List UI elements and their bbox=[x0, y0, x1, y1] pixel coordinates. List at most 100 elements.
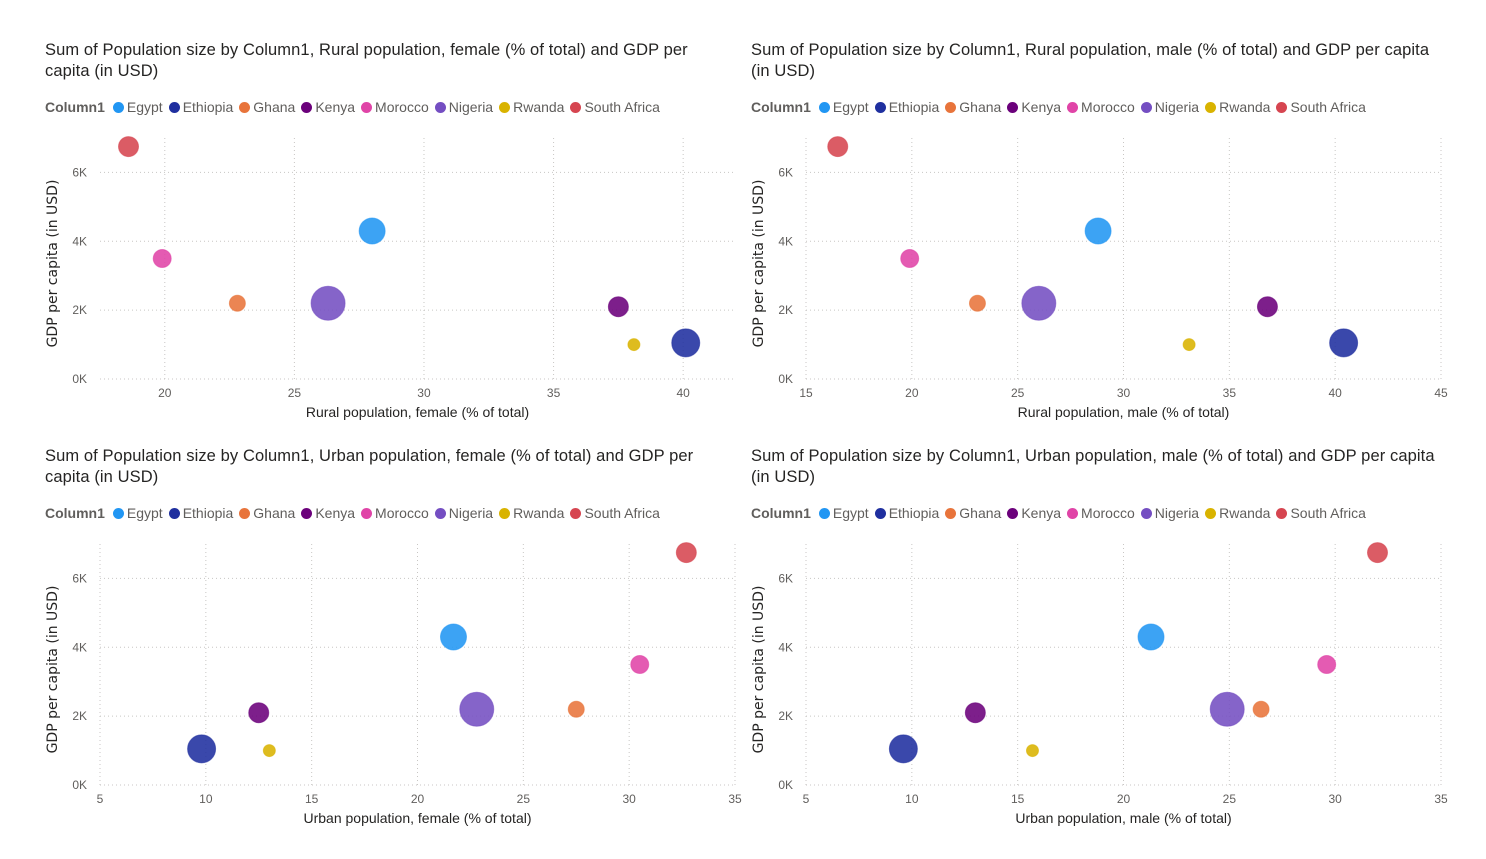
x-tick-label: 20 bbox=[158, 386, 172, 400]
bubble-morocco[interactable]: Morocco bbox=[630, 655, 650, 674]
legend-item[interactable]: South Africa bbox=[1276, 99, 1366, 115]
legend-item[interactable]: Ghana bbox=[945, 505, 1001, 521]
legend-label: Kenya bbox=[1021, 99, 1062, 115]
bubble-egypt[interactable]: Egypt bbox=[1084, 217, 1112, 245]
y-tick-label: 6K bbox=[778, 165, 793, 179]
legend-label: Kenya bbox=[315, 505, 356, 521]
bubble-egypt[interactable]: Egypt bbox=[439, 623, 467, 651]
legend-item[interactable]: Morocco bbox=[361, 99, 429, 115]
bubble-ethiopia[interactable]: Ethiopia bbox=[187, 734, 217, 764]
x-tick-label: 35 bbox=[728, 792, 742, 806]
legend-item[interactable]: Kenya bbox=[301, 99, 355, 115]
legend-marker-icon bbox=[818, 101, 830, 113]
legend-item[interactable]: Nigeria bbox=[1140, 99, 1199, 115]
legend-item[interactable]: Morocco bbox=[1067, 505, 1135, 521]
legend-label: Egypt bbox=[126, 99, 163, 115]
x-tick-label: 30 bbox=[1328, 792, 1342, 806]
legend-marker-icon bbox=[434, 507, 446, 519]
legend-label: Morocco bbox=[375, 505, 429, 521]
bubble-egypt[interactable]: Egypt bbox=[1137, 623, 1165, 651]
y-tick-label: 6K bbox=[778, 571, 793, 585]
legend-item[interactable]: Morocco bbox=[1067, 99, 1135, 115]
y-tick-label: 2K bbox=[778, 709, 793, 723]
legend-item[interactable]: Ethiopia bbox=[874, 505, 940, 521]
bubble-nigeria[interactable]: Nigeria bbox=[1021, 285, 1057, 321]
bubble-ethiopia[interactable]: Ethiopia bbox=[671, 328, 701, 358]
bubble-egypt[interactable]: Egypt bbox=[358, 217, 386, 245]
chart-title: Sum of Population size by Column1, Rural… bbox=[751, 41, 1430, 80]
bubble-south-africa[interactable]: South Africa bbox=[827, 136, 849, 158]
legend-item[interactable]: Kenya bbox=[1007, 99, 1061, 115]
bubble-south-africa[interactable]: South Africa bbox=[118, 136, 140, 158]
legend-label: Egypt bbox=[126, 505, 163, 521]
bubble-ethiopia[interactable]: Ethiopia bbox=[888, 734, 918, 764]
legend-item[interactable]: Rwanda bbox=[1205, 505, 1270, 521]
legend-item[interactable]: Ghana bbox=[239, 99, 295, 115]
legend-item[interactable]: Ethiopia bbox=[168, 505, 233, 521]
bubble-kenya[interactable]: Kenya bbox=[1256, 296, 1278, 318]
legend-item[interactable]: Nigeria bbox=[434, 99, 493, 115]
legend-item[interactable]: Ethiopia bbox=[168, 99, 233, 115]
legend-item[interactable]: Rwanda bbox=[499, 505, 564, 521]
legend-item[interactable]: Kenya bbox=[301, 505, 355, 521]
legend-label: Ghana bbox=[253, 505, 296, 521]
bubble-nigeria[interactable]: Nigeria bbox=[1209, 691, 1245, 727]
legend-item[interactable]: Egypt bbox=[818, 505, 869, 521]
legend-item[interactable]: Rwanda bbox=[1205, 99, 1270, 115]
legend-label: Ghana bbox=[959, 99, 1002, 115]
y-tick-label: 0K bbox=[72, 778, 87, 792]
legend-marker-icon bbox=[1276, 101, 1288, 113]
x-tick-label: 25 bbox=[1011, 386, 1025, 400]
chart-title: Sum of Population size by Column1, Urban… bbox=[45, 447, 694, 486]
legend-item[interactable]: Nigeria bbox=[434, 505, 494, 521]
legend-item[interactable]: Rwanda bbox=[499, 99, 564, 115]
bubble-ethiopia[interactable]: Ethiopia bbox=[1329, 328, 1359, 358]
bubble-morocco[interactable]: Morocco bbox=[1317, 655, 1337, 674]
y-tick-label: 2K bbox=[72, 709, 87, 723]
legend-label: Rwanda bbox=[1219, 505, 1271, 521]
x-axis-label: Rural population, male (% of total) bbox=[1018, 404, 1230, 420]
bubble-ghana[interactable]: Ghana bbox=[567, 700, 585, 718]
legend-item[interactable]: Ethiopia bbox=[874, 99, 939, 115]
bubble-rwanda[interactable]: Rwanda bbox=[262, 744, 276, 758]
bubble-kenya[interactable]: Kenya bbox=[248, 702, 270, 724]
bubble-rwanda[interactable]: Rwanda bbox=[1025, 744, 1039, 758]
bubble-ghana[interactable]: Ghana bbox=[228, 294, 246, 312]
legend-item[interactable]: South Africa bbox=[1276, 505, 1366, 521]
bubble-ghana[interactable]: Ghana bbox=[968, 294, 986, 312]
legend-item[interactable]: Egypt bbox=[818, 99, 869, 115]
legend-item[interactable]: Egypt bbox=[112, 99, 163, 115]
legend-item[interactable]: Nigeria bbox=[1140, 505, 1199, 521]
legend-item[interactable]: Kenya bbox=[1007, 505, 1061, 521]
legend-label: Ethiopia bbox=[888, 505, 940, 521]
bubble-rwanda[interactable]: Rwanda bbox=[1182, 338, 1196, 352]
legend-marker-icon bbox=[570, 507, 582, 519]
y-axis-label: GDP per capita (in USD) bbox=[45, 586, 61, 754]
bubble-ghana[interactable]: Ghana bbox=[1252, 700, 1270, 718]
legend-marker-icon bbox=[874, 507, 886, 519]
bubble-kenya[interactable]: Kenya bbox=[964, 702, 986, 724]
legend-item[interactable]: Ghana bbox=[239, 505, 295, 521]
legend-item[interactable]: South Africa bbox=[570, 505, 660, 521]
bubble-kenya[interactable]: Kenya bbox=[607, 296, 629, 318]
legend-item[interactable]: South Africa bbox=[570, 99, 660, 115]
bubble-rwanda[interactable]: Rwanda bbox=[627, 338, 641, 352]
bubble-nigeria[interactable]: Nigeria bbox=[310, 285, 346, 321]
legend-item[interactable]: Ghana bbox=[945, 99, 1001, 115]
y-tick-label: 4K bbox=[72, 640, 87, 654]
legend-label: Ghana bbox=[253, 99, 296, 115]
legend-label: Nigeria bbox=[448, 505, 494, 521]
bubble-south-africa[interactable]: South Africa bbox=[675, 542, 697, 564]
bubble-morocco[interactable]: Morocco bbox=[900, 249, 920, 268]
bubble-morocco[interactable]: Morocco bbox=[152, 249, 172, 268]
bubble-south-africa[interactable]: South Africa bbox=[1367, 542, 1388, 564]
legend-marker-icon bbox=[361, 101, 373, 113]
legend-marker-icon bbox=[499, 507, 511, 519]
legend-item[interactable]: Morocco bbox=[361, 505, 429, 521]
x-tick-label: 15 bbox=[305, 792, 319, 806]
legend-item[interactable]: Egypt bbox=[112, 505, 163, 521]
x-tick-label: 5 bbox=[97, 792, 104, 806]
x-tick-label: 45 bbox=[1434, 386, 1448, 400]
x-tick-label: 10 bbox=[905, 792, 919, 806]
bubble-nigeria[interactable]: Nigeria bbox=[459, 691, 495, 727]
